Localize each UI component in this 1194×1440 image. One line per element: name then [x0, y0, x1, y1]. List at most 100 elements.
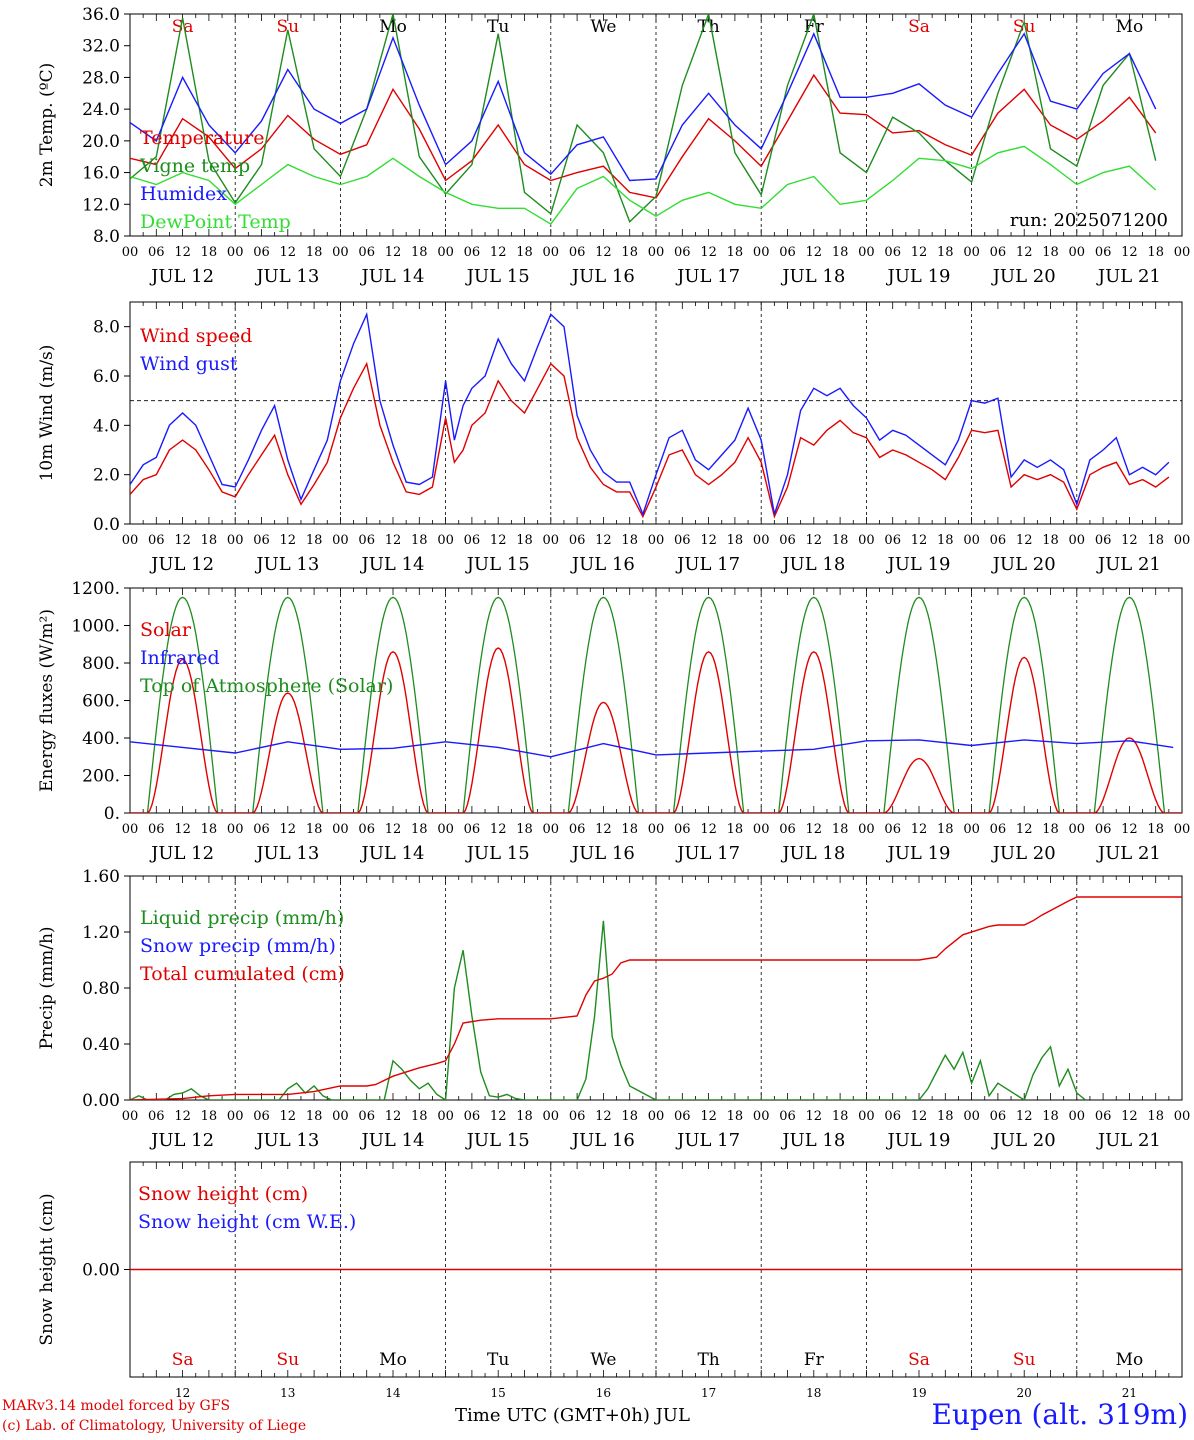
hour-label: 12 — [806, 822, 823, 837]
hour-label: 12 — [1121, 822, 1138, 837]
hour-label: 00 — [437, 822, 454, 837]
hour-label: 00 — [227, 822, 244, 837]
hour-label: 00 — [332, 822, 349, 837]
hour-label: 06 — [779, 533, 796, 548]
hour-label: 18 — [411, 822, 428, 837]
hour-label: 12 — [700, 533, 717, 548]
day-abbr: We — [590, 17, 616, 37]
hour-label: 00 — [858, 245, 875, 260]
y-tick-label: 1200. — [71, 579, 120, 599]
day-abbr: Sa — [908, 1350, 930, 1370]
date-label: JUL 18 — [780, 1130, 845, 1151]
y-tick-label: 0.00 — [82, 1261, 120, 1281]
y-tick-label: 1.20 — [82, 923, 120, 943]
hour-label: 06 — [779, 822, 796, 837]
hour-label: 06 — [358, 1109, 375, 1124]
hour-label: 18 — [201, 822, 218, 837]
series-dewpoint-templine — [130, 145, 1157, 226]
y-tick-label: 0. — [104, 804, 120, 824]
hour-label: 12 — [385, 1109, 402, 1124]
hour-label: 12 — [1121, 245, 1138, 260]
y-axis-label: 2m Temp. (ºC) — [37, 63, 57, 188]
date-label: JUL 21 — [1096, 1130, 1161, 1151]
hour-label: 18 — [621, 822, 638, 837]
day-number: 17 — [701, 1386, 716, 1400]
hour-label: 06 — [990, 1109, 1007, 1124]
hour-label: 06 — [569, 245, 586, 260]
hour-label: 18 — [727, 822, 744, 837]
hour-label: 12 — [490, 822, 507, 837]
day-abbr: Su — [276, 17, 299, 37]
series-total-cumulated-cm-line — [130, 896, 1182, 1100]
y-tick-label: 0.80 — [82, 979, 120, 999]
hour-label: 12 — [174, 822, 191, 837]
date-label: JUL 17 — [675, 1130, 740, 1151]
hour-label: 00 — [1069, 245, 1086, 260]
hour-label: 06 — [253, 822, 270, 837]
date-label: JUL 19 — [886, 843, 951, 864]
hour-label: 12 — [700, 245, 717, 260]
hour-label: 00 — [648, 822, 665, 837]
y-axis-label: Precip (mm/h) — [37, 926, 57, 1049]
hour-label: 12 — [385, 822, 402, 837]
y-tick-label: 6.0 — [93, 367, 120, 387]
hour-label: 06 — [569, 822, 586, 837]
y-tick-label: 200. — [82, 767, 120, 787]
hour-label: 00 — [332, 1109, 349, 1124]
date-label: JUL 16 — [570, 843, 635, 864]
hour-label: 12 — [911, 245, 928, 260]
hour-label: 18 — [1147, 245, 1164, 260]
hour-label: 06 — [464, 533, 481, 548]
hour-label: 12 — [280, 1109, 297, 1124]
y-tick-label: 0.0 — [93, 515, 120, 535]
hour-label: 18 — [411, 1109, 428, 1124]
date-label: JUL 20 — [991, 266, 1056, 287]
hour-label: 12 — [700, 822, 717, 837]
day-abbr: Sa — [908, 17, 930, 37]
hour-label: 18 — [937, 1109, 954, 1124]
day-number: 15 — [491, 1386, 506, 1400]
hour-label: 12 — [595, 533, 612, 548]
hour-label: 06 — [674, 245, 691, 260]
day-abbr: Mo — [1116, 17, 1144, 37]
legend-entry: Total cumulated (cm) — [140, 963, 345, 985]
footer-model-line: MARv3.14 model forced by GFS — [2, 1398, 231, 1414]
hour-label: 00 — [227, 533, 244, 548]
hour-label: 12 — [174, 1109, 191, 1124]
day-number: 18 — [806, 1386, 821, 1400]
hour-label: 00 — [1174, 1109, 1191, 1124]
hour-label: 00 — [227, 245, 244, 260]
hour-label: 06 — [1095, 245, 1112, 260]
legend-entry: Humidex — [140, 183, 227, 205]
hour-label: 12 — [806, 1109, 823, 1124]
hour-label: 18 — [727, 1109, 744, 1124]
hour-label: 18 — [1147, 533, 1164, 548]
hour-label: 12 — [806, 533, 823, 548]
hour-label: 18 — [621, 533, 638, 548]
hour-label: 00 — [858, 533, 875, 548]
date-label: JUL 12 — [149, 554, 214, 575]
panel-frame — [129, 587, 1183, 814]
series-group — [130, 896, 1182, 1100]
hour-label: 00 — [1069, 533, 1086, 548]
date-label: JUL 13 — [254, 554, 319, 575]
hour-label: 00 — [437, 1109, 454, 1124]
date-label: JUL 12 — [149, 1130, 214, 1151]
date-label: JUL 15 — [465, 843, 530, 864]
series-toa-line — [130, 596, 1182, 813]
hour-label: 12 — [1121, 1109, 1138, 1124]
date-label: JUL 19 — [886, 266, 951, 287]
day-abbr: Mo — [379, 1350, 407, 1370]
day-abbr: We — [590, 1350, 616, 1370]
date-label: JUL 21 — [1096, 843, 1161, 864]
hour-label: 06 — [464, 822, 481, 837]
hour-label: 18 — [306, 533, 323, 548]
time-axis-label: Time UTC (GMT+0h) JUL — [455, 1405, 690, 1426]
y-tick-label: 36.0 — [82, 5, 120, 25]
hour-label: 18 — [411, 533, 428, 548]
hour-label: 06 — [148, 245, 165, 260]
hour-label: 18 — [1042, 1109, 1059, 1124]
hour-label: 00 — [543, 533, 560, 548]
hour-label: 06 — [464, 245, 481, 260]
